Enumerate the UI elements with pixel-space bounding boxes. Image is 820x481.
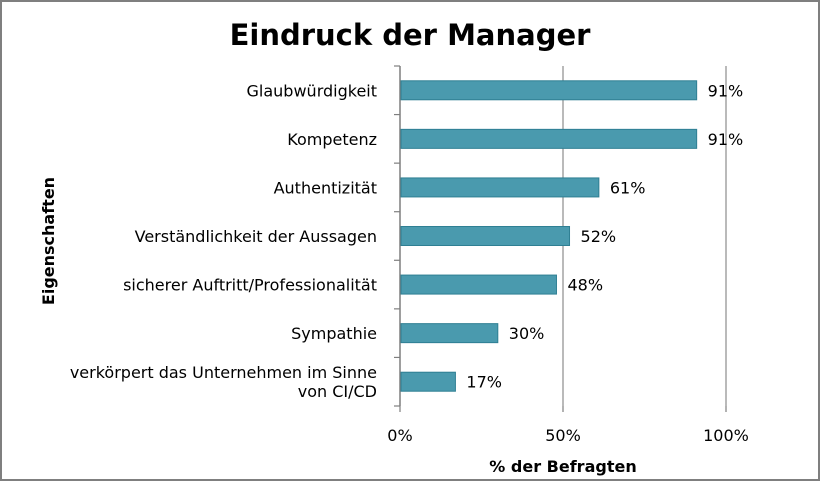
bar [400,80,698,101]
category-label: von CI/CD [298,382,377,401]
category-label: Verständlichkeit der Aussagen [135,227,377,246]
category-label: verkörpert das Unternehmen im Sinne [70,363,377,382]
x-axis-title: % der Befragten [489,457,636,476]
category-label: Authentizität [274,178,377,197]
value-label: 91% [708,130,744,149]
y-axis-title: Eigenschaften [39,177,58,305]
x-tick-label: 50% [545,426,581,445]
value-label: 61% [610,178,646,197]
plot-area: 0% 50% 100% Glaubwürdigkeit 91% Kompetenz 91% A… [70,65,749,445]
category-label: Kompetenz [287,130,377,149]
value-label: 91% [708,81,744,100]
value-label: 48% [567,276,603,295]
value-label: 17% [466,373,502,392]
value-label: 52% [581,227,617,246]
bar [400,274,557,295]
bar [400,128,698,149]
category-label: Glaubwürdigkeit [247,81,377,100]
x-tick-label: 100% [703,426,749,445]
value-label: 30% [509,324,545,343]
bar [400,323,499,344]
chart-title: Eindruck der Manager [230,18,592,52]
category-label: Sympathie [291,324,377,343]
bar [400,226,571,246]
category-label: sicherer Auftritt/Professionalität [123,276,377,295]
x-tick-label: 0% [387,426,412,445]
bar [400,177,600,198]
bar [400,371,456,392]
